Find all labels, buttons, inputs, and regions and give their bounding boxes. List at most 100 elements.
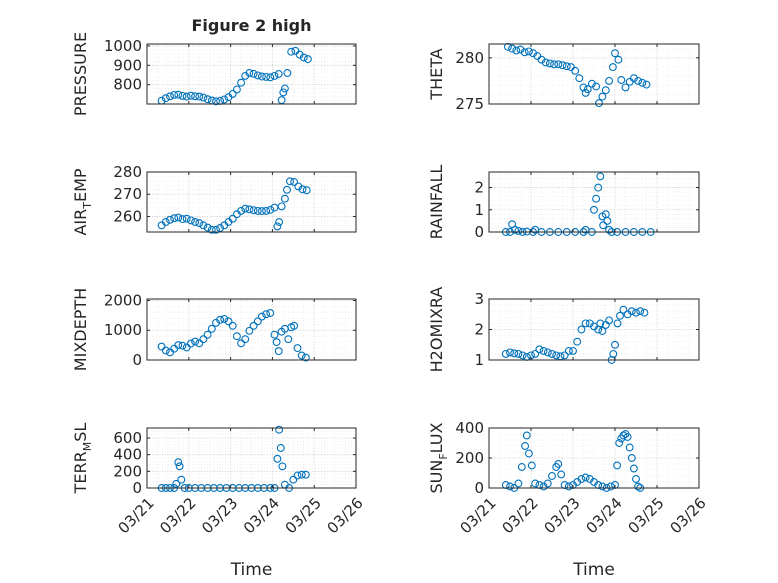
data-point: [592, 194, 601, 203]
data-point: [611, 340, 619, 349]
data-point: [636, 307, 645, 316]
data-point: [579, 83, 588, 92]
data-point: [274, 70, 283, 78]
data-point: [573, 337, 582, 346]
data-point: [564, 482, 573, 491]
data-point: [514, 479, 523, 488]
x-tick-label: 03/25: [624, 494, 667, 537]
data-point: [581, 473, 590, 482]
data-point: [270, 330, 279, 339]
data-point: [527, 461, 536, 470]
data-point: [157, 342, 166, 351]
data-point: [174, 458, 183, 467]
subplot-5: 0 1000 2000 MIXDEPTH: [71, 288, 357, 371]
data-point: [506, 482, 514, 491]
data-point: [619, 305, 628, 314]
data-point: [609, 349, 618, 358]
data-point: [253, 71, 262, 80]
x-tick-label: 03/23: [198, 494, 241, 537]
data-point: [303, 55, 312, 64]
data-point: [594, 183, 603, 192]
data-point: [520, 48, 529, 57]
y-axis-label: THETA: [427, 48, 446, 100]
data-point: [212, 97, 220, 106]
data-point: [287, 47, 296, 56]
x-tick-label: 03/26: [323, 494, 366, 537]
data-point: [613, 461, 622, 470]
y-tick-label: 2: [474, 321, 484, 339]
chart-title: Figure 2 high: [192, 16, 312, 35]
subplot-4: 0 1 2 RAINFALL: [427, 165, 700, 241]
data-point: [577, 325, 586, 334]
data-point: [207, 324, 216, 333]
subplot-7: 0200400600TERRMSL03/2103/2203/2303/2403/…: [71, 423, 367, 580]
data-point: [273, 222, 282, 231]
x-tick-label: 03/22: [498, 494, 541, 537]
data-point: [186, 216, 195, 225]
y-axis-label-main: H2OMIXRA: [427, 287, 446, 373]
data-point: [634, 76, 643, 85]
data-point: [212, 225, 220, 234]
data-point: [629, 74, 638, 83]
data-point: [518, 351, 527, 360]
y-tick-label: 600: [113, 429, 142, 447]
y-axis-label-main: AIR: [71, 209, 90, 236]
data-point: [270, 71, 279, 80]
data-point: [297, 351, 306, 360]
data-point: [512, 46, 521, 55]
data-point: [262, 206, 271, 215]
axes-box: [488, 43, 700, 105]
y-axis-label-main: MIXDEPTH: [71, 288, 90, 371]
data-point: [521, 442, 530, 450]
data-point: [605, 76, 614, 85]
data-point: [522, 352, 531, 361]
data-point: [611, 49, 619, 58]
data-point: [501, 481, 510, 489]
data-point: [598, 482, 607, 491]
data-point: [531, 349, 540, 358]
x-tick-label: 03/23: [540, 494, 583, 537]
data-point: [203, 330, 212, 339]
data-point: [275, 218, 284, 226]
y-tick-label: 800: [113, 76, 142, 94]
data-point: [550, 60, 559, 69]
data-point: [237, 206, 246, 215]
data-point: [623, 433, 632, 441]
data-point: [228, 214, 237, 223]
y-axis-label-subscript: M: [81, 442, 94, 452]
data-point: [517, 463, 526, 471]
data-point: [253, 317, 262, 326]
data-point: [293, 344, 302, 353]
y-tick-label: 200: [455, 449, 484, 467]
data-point: [280, 84, 289, 93]
data-point: [595, 99, 603, 108]
data-point: [245, 69, 254, 77]
data-point: [506, 348, 514, 357]
data-point: [161, 346, 170, 355]
data-point: [266, 309, 275, 317]
data-point: [524, 449, 533, 458]
data-point: [266, 73, 275, 82]
y-axis-label-subscript: T: [81, 202, 94, 210]
data-point: [257, 72, 266, 81]
data-point: [535, 345, 544, 354]
data-point: [627, 454, 636, 462]
data-point: [283, 69, 292, 77]
data-point: [249, 321, 258, 330]
data-point: [601, 86, 610, 95]
data-point: [557, 470, 566, 479]
data-point: [277, 202, 286, 211]
subplot-3: 260 270 280 AIRTEMP: [71, 163, 357, 236]
data-point: [249, 69, 258, 78]
data-point: [632, 308, 640, 317]
data-point: [575, 74, 584, 83]
data-point: [543, 479, 552, 488]
data-point: [170, 90, 179, 99]
y-axis-label-subscript: F: [437, 453, 450, 459]
data-point: [220, 314, 229, 323]
data-point: [274, 347, 283, 356]
x-tick-label: 03/25: [282, 494, 325, 537]
y-tick-label: 260: [113, 207, 142, 225]
